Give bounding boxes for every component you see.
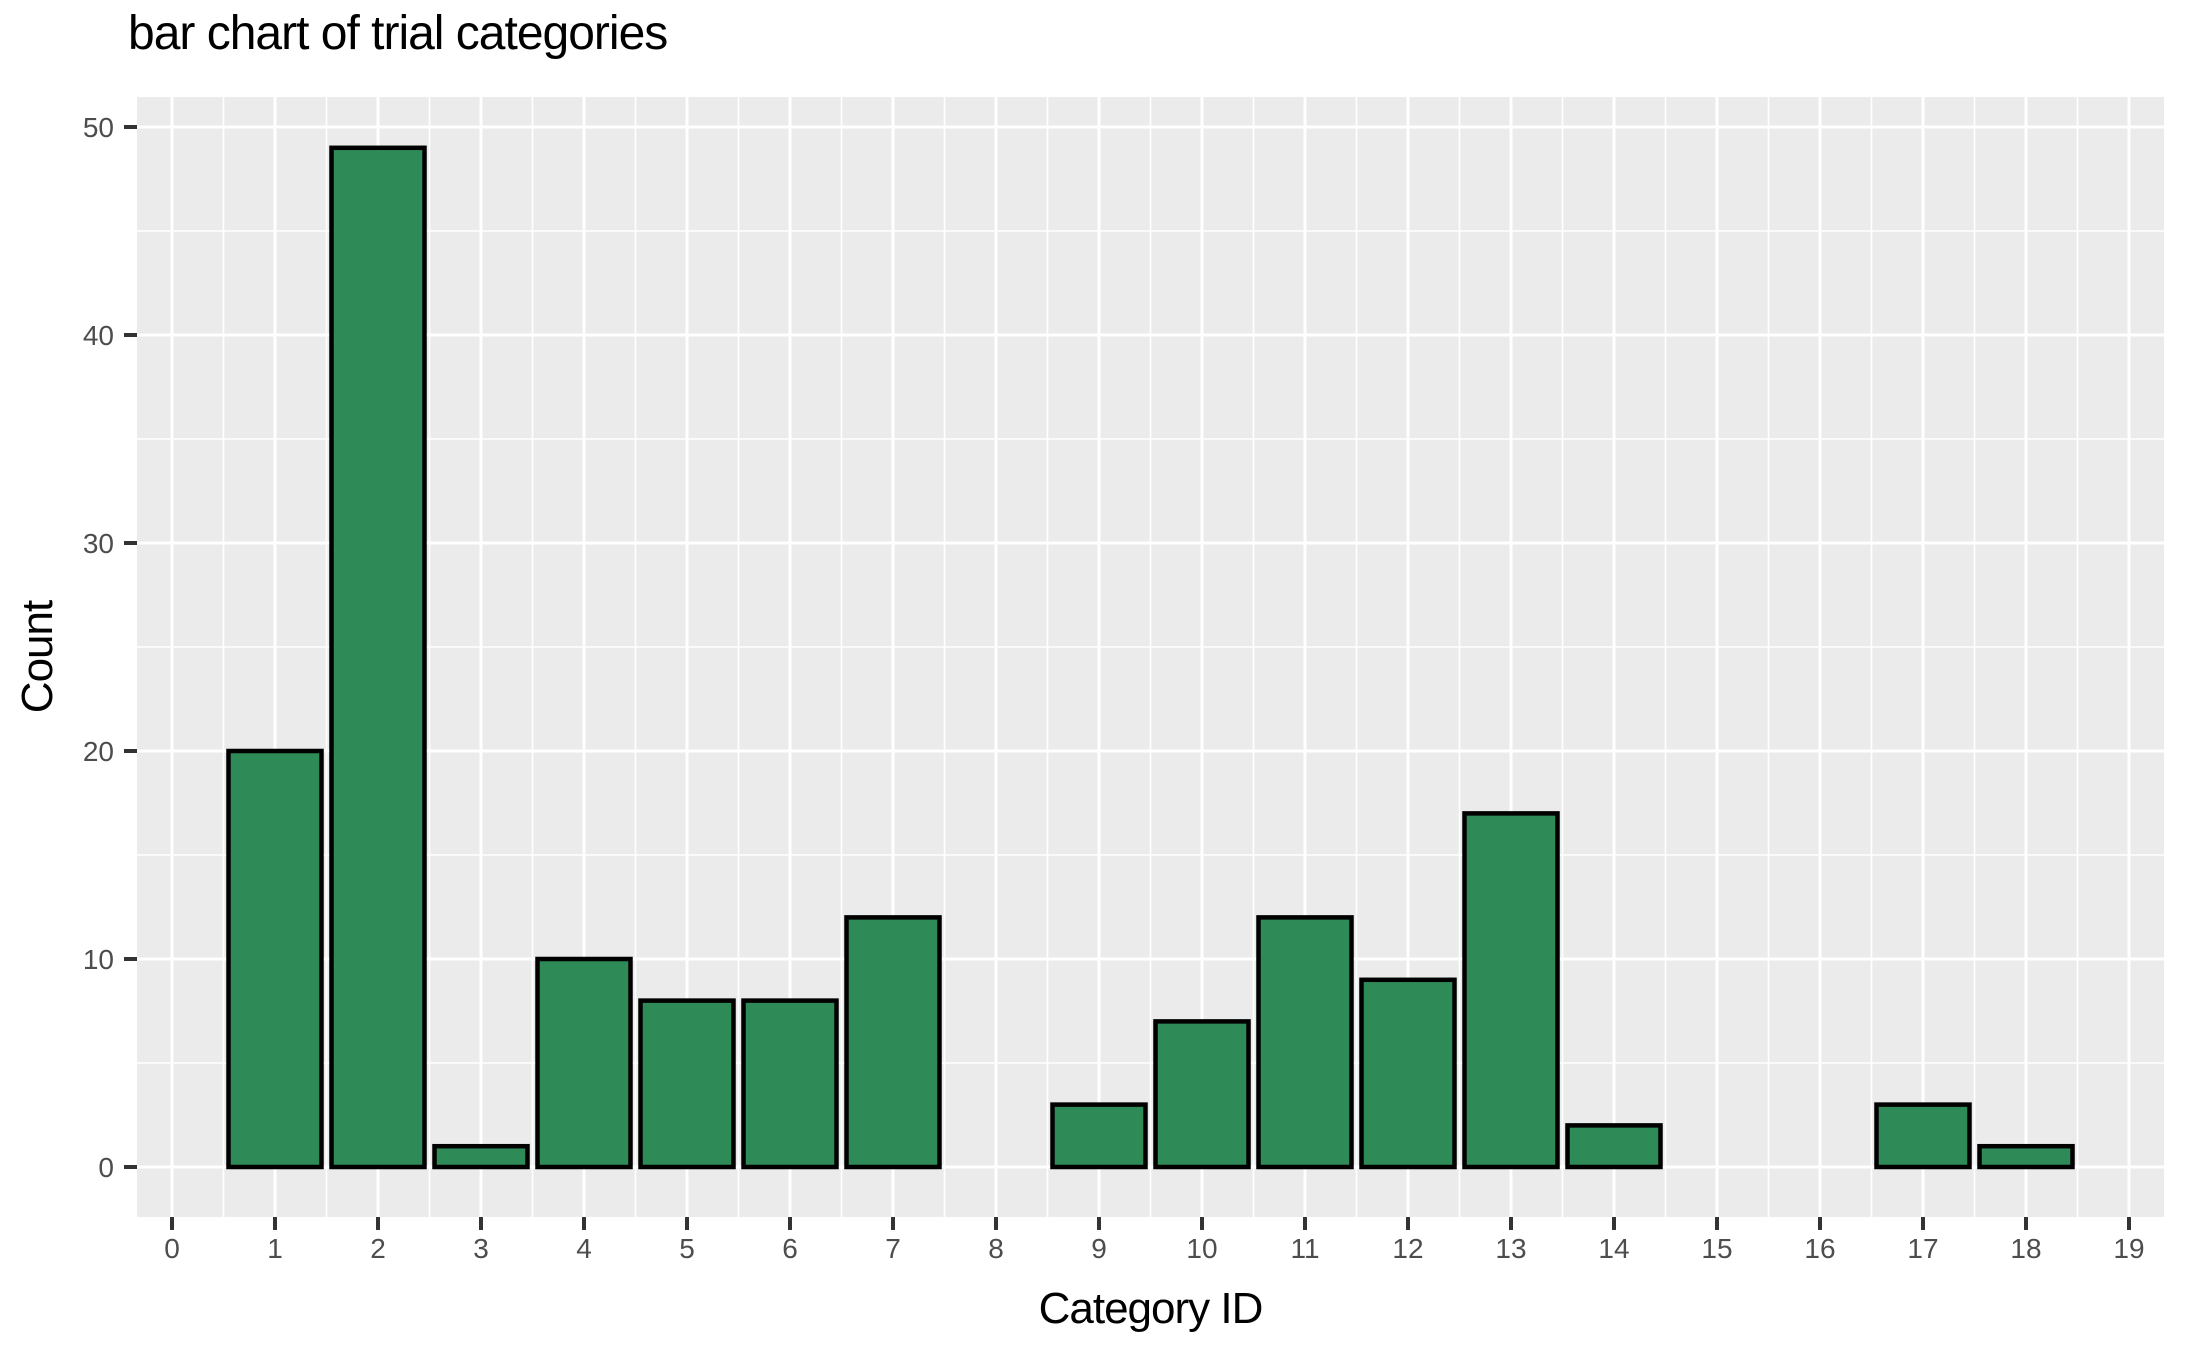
y-tick-label-10: 10 <box>83 944 114 975</box>
bar-category-10 <box>1153 1019 1251 1170</box>
y-tick-label-30: 30 <box>83 528 114 559</box>
y-tick-label-40: 40 <box>83 320 114 351</box>
x-tick-label-19: 19 <box>2113 1233 2144 1264</box>
bar-category-1 <box>226 748 324 1170</box>
x-tick-label-5: 5 <box>679 1233 695 1264</box>
x-tick-label-15: 15 <box>1701 1233 1732 1264</box>
bar-category-14 <box>1565 1123 1663 1170</box>
x-axis-title: Category ID <box>1038 1284 1264 1333</box>
x-tick-label-10: 10 <box>1186 1233 1217 1264</box>
plot-title: bar chart of trial categories <box>128 7 668 60</box>
x-tick-label-1: 1 <box>267 1233 283 1264</box>
bar-category-3 <box>432 1143 530 1170</box>
bar-category-5 <box>638 998 736 1170</box>
bar-category-13 <box>1462 811 1560 1170</box>
y-axis-title: Count <box>13 600 62 714</box>
x-tick-label-3: 3 <box>473 1233 489 1264</box>
bar-category-17 <box>1874 1102 1972 1170</box>
bar-category-18 <box>1977 1143 2075 1170</box>
x-tick-label-16: 16 <box>1804 1233 1835 1264</box>
x-tick-label-4: 4 <box>576 1233 592 1264</box>
bar-category-7 <box>844 915 942 1170</box>
x-tick-label-0: 0 <box>164 1233 180 1264</box>
x-tick-label-18: 18 <box>2010 1233 2041 1264</box>
bar-category-11 <box>1256 915 1354 1170</box>
x-tick-label-11: 11 <box>1290 1233 1319 1264</box>
x-tick-label-12: 12 <box>1392 1233 1423 1264</box>
y-tick-label-50: 50 <box>83 112 114 143</box>
y-tick-label-20: 20 <box>83 736 114 767</box>
x-tick-label-8: 8 <box>988 1233 1004 1264</box>
bar-category-9 <box>1050 1102 1148 1170</box>
x-tick-label-13: 13 <box>1495 1233 1526 1264</box>
x-tick-label-9: 9 <box>1091 1233 1107 1264</box>
y-tick-label-0: 0 <box>98 1152 114 1183</box>
x-tick-label-7: 7 <box>885 1233 901 1264</box>
x-tick-label-14: 14 <box>1598 1233 1629 1264</box>
x-tick-label-6: 6 <box>782 1233 798 1264</box>
bar-category-6 <box>741 998 839 1170</box>
bar-category-12 <box>1359 977 1457 1170</box>
bar-category-2 <box>329 145 427 1170</box>
x-tick-label-17: 17 <box>1907 1233 1938 1264</box>
bar-category-4 <box>535 956 633 1170</box>
x-tick-label-2: 2 <box>370 1233 386 1264</box>
